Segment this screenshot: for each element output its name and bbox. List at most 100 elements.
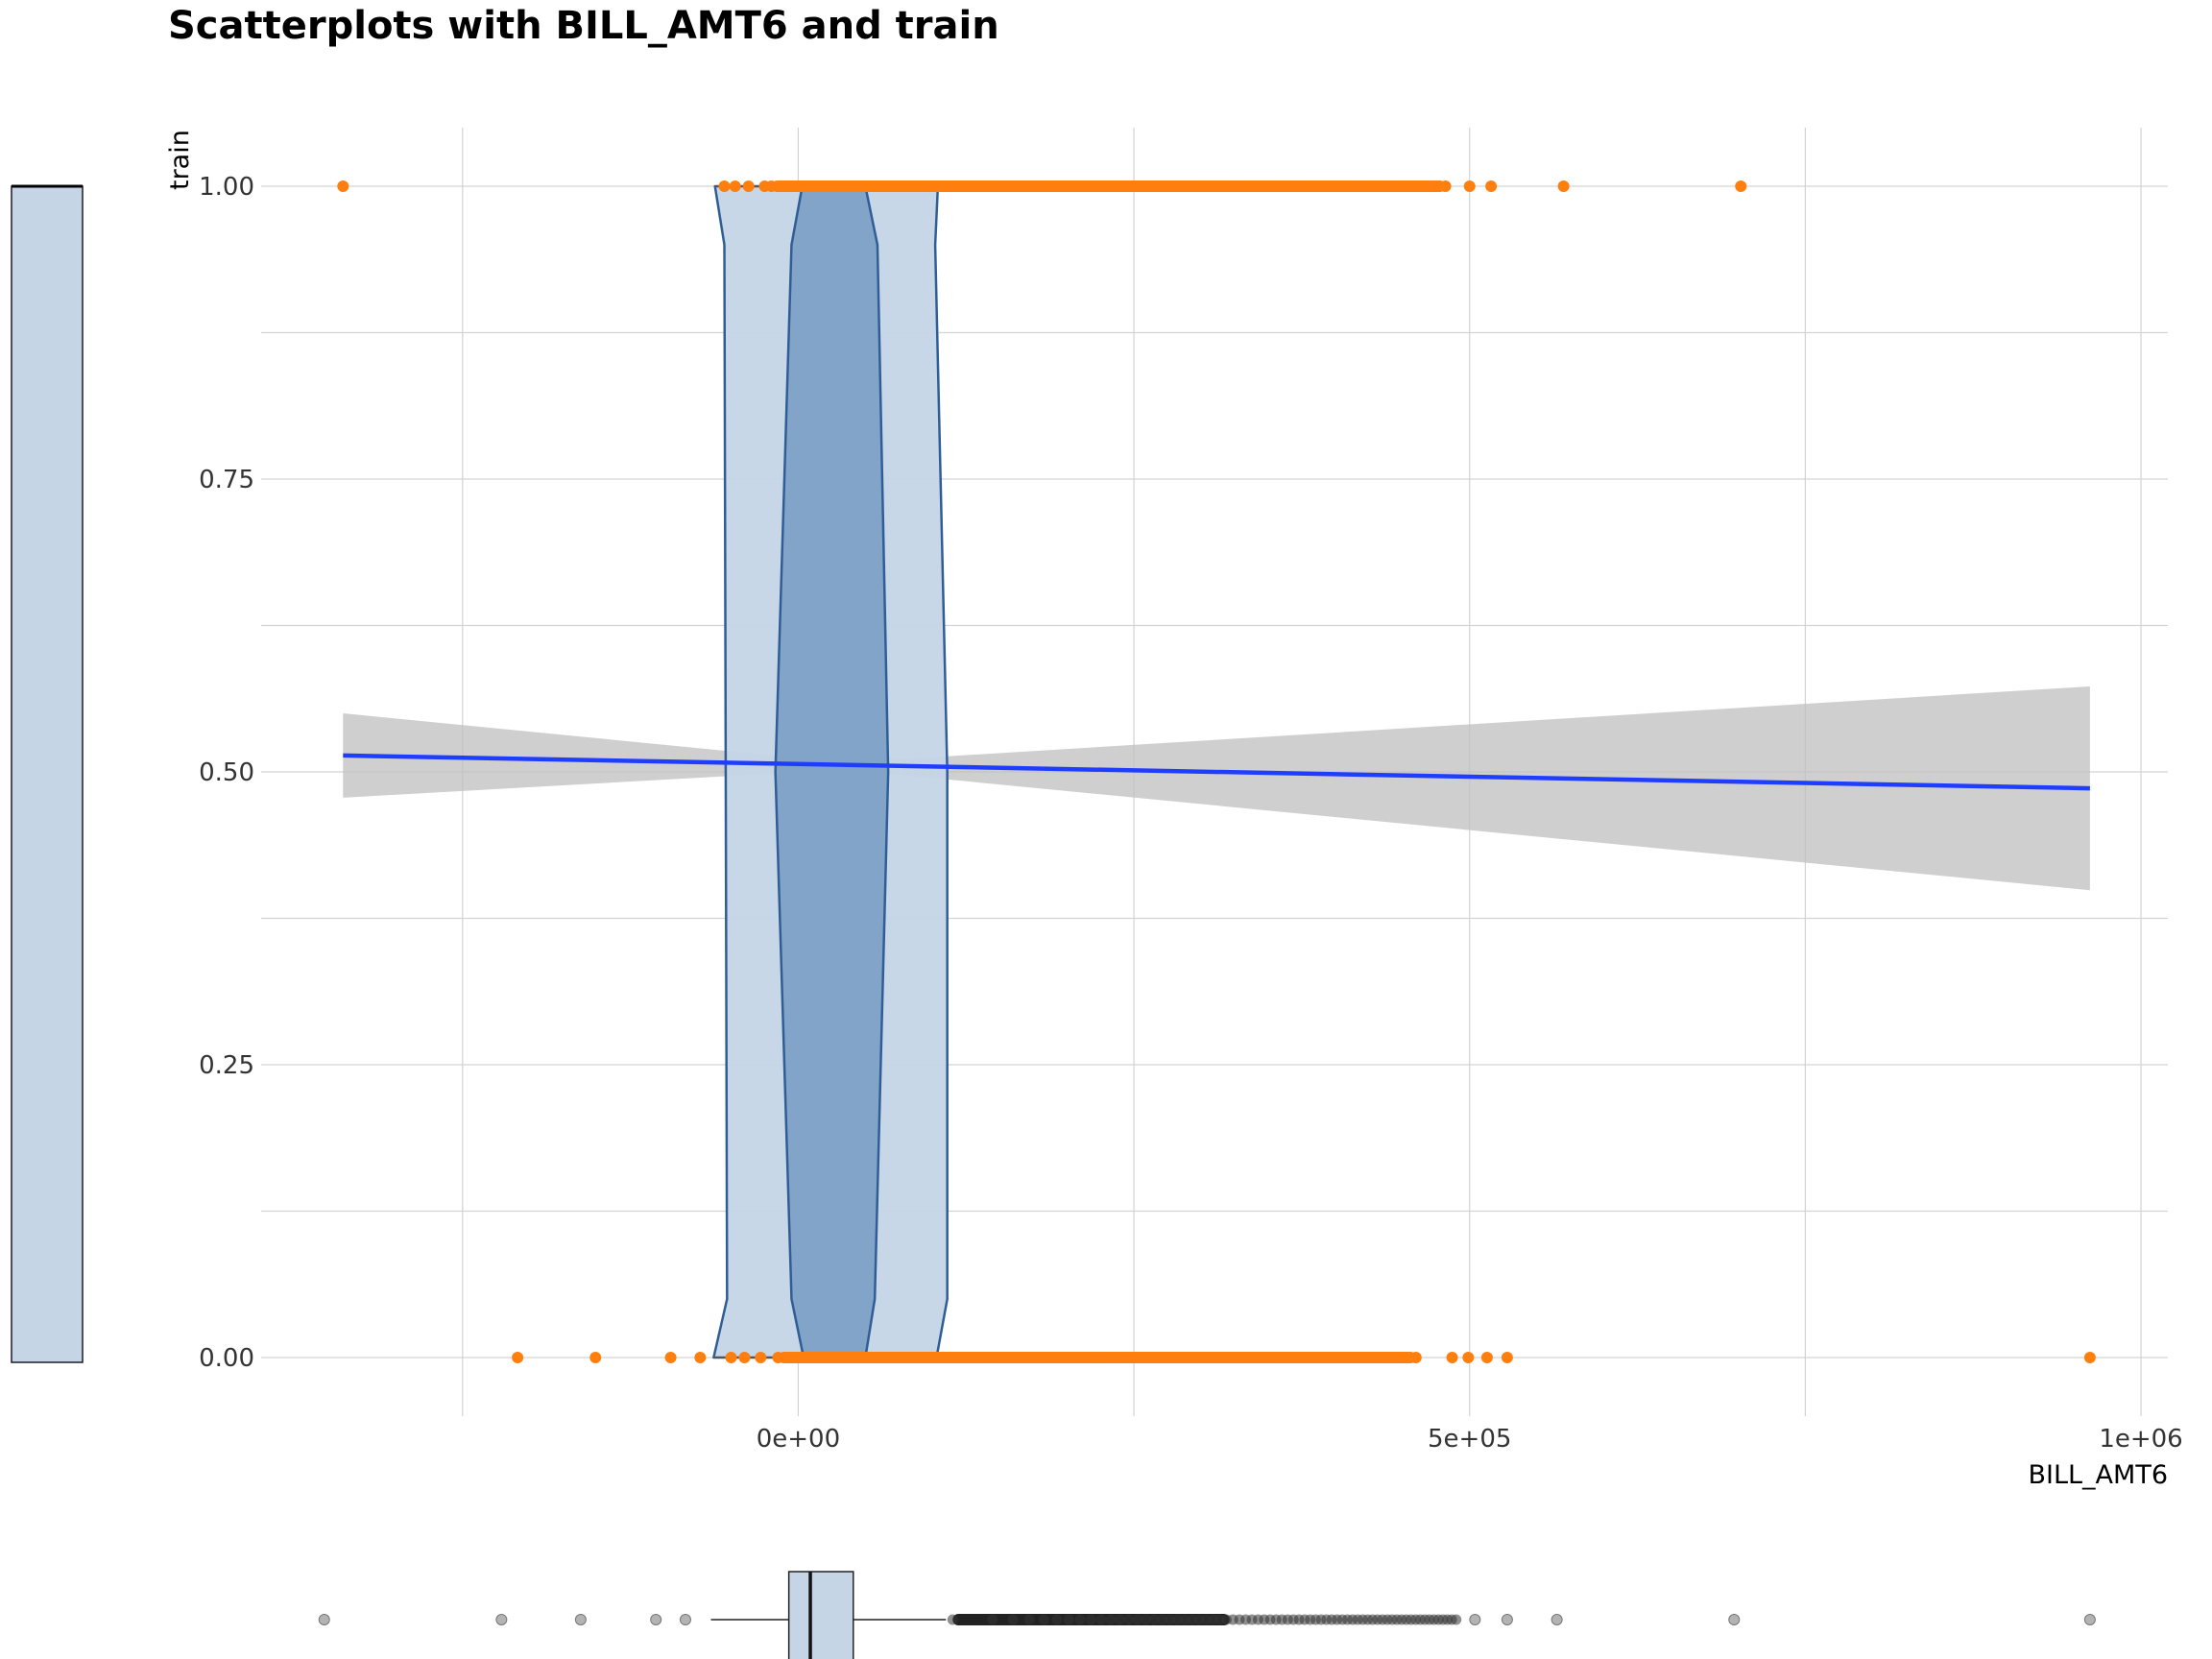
scatter-point: [1195, 1352, 1208, 1363]
violin-inner: [774, 184, 890, 1359]
scatter-point: [1094, 1352, 1106, 1363]
y-tick-label: 0.75: [199, 466, 254, 494]
scatter-point: [1061, 1352, 1073, 1363]
boxplot-outlier: [1007, 1614, 1019, 1625]
scatter-point: [839, 1352, 852, 1363]
scatter-point: [772, 1352, 784, 1363]
scatter-point: [1255, 180, 1267, 192]
scatter-point: [1147, 180, 1160, 192]
scatter-point: [1176, 180, 1189, 192]
scatter-point: [1462, 1352, 1475, 1363]
scatter-point: [512, 1352, 524, 1363]
y-tick-label: 0.50: [199, 758, 254, 787]
boxplot-outlier: [574, 1614, 587, 1625]
boxplot-outlier: [1728, 1614, 1741, 1625]
regression-line: [343, 753, 2090, 791]
scatter-point: [998, 1352, 1011, 1363]
scatter-point: [1019, 180, 1031, 192]
boxplot-outlier: [1023, 1614, 1035, 1625]
scatter-point: [1262, 180, 1275, 192]
scatter-point: [1186, 180, 1198, 192]
chart-title: Scatterplots with BILL_AMT6 and train: [168, 4, 999, 48]
scatter-point: [1046, 180, 1058, 192]
scatter-point: [1083, 180, 1095, 192]
scatter-point: [1070, 180, 1083, 192]
scatter-point: [1230, 180, 1242, 192]
boxplot-outlier: [1063, 1614, 1074, 1625]
confidence-band-area: [343, 685, 2090, 891]
scatter-point: [742, 180, 755, 192]
boxplot-outlier: [1074, 1614, 1086, 1625]
x-axis-label: BILL_AMT6: [2028, 1460, 2168, 1490]
boxplot-outlier: [1156, 1614, 1167, 1625]
scatter-point: [1142, 1352, 1155, 1363]
boxplot-outlier: [1115, 1614, 1126, 1625]
scatter-point: [1271, 180, 1284, 192]
boxplot-outlier: [1451, 1614, 1462, 1625]
axis-ticks: 0e+00 5e+05 1e+06 0.00 0.25 0.50 0.75 1.00: [199, 173, 2183, 1454]
y-axis-label: train: [165, 130, 195, 190]
scatter-point: [1083, 1352, 1095, 1363]
scatter-point: [2083, 1352, 2096, 1363]
scatter-point: [1049, 1352, 1062, 1363]
scatter-point: [1152, 1352, 1165, 1363]
scatter-point: [1137, 180, 1149, 192]
boxplot-outlier: [1132, 1614, 1143, 1625]
scatter-point: [1094, 180, 1106, 192]
scatter-point: [1409, 1352, 1422, 1363]
scatter-point: [1203, 1352, 1215, 1363]
boxplot-outlier: [1085, 1614, 1096, 1625]
scatter-point: [1072, 1352, 1085, 1363]
boxplot-outlier: [318, 1614, 330, 1625]
scatter-point: [589, 1352, 602, 1363]
x-tick-label: 5e+05: [1428, 1425, 1511, 1454]
scatter-point: [871, 1352, 883, 1363]
boxplot-outlier: [1165, 1614, 1176, 1625]
scatter-point: [1501, 1352, 1513, 1363]
scatter-point: [664, 1352, 677, 1363]
y-tick-label: 0.25: [199, 1051, 254, 1080]
marginal-bar: [11, 185, 84, 1363]
boxplot-outlier: [1469, 1614, 1481, 1625]
boxplot-outlier: [1105, 1614, 1117, 1625]
boxplot-outlier: [650, 1614, 662, 1625]
scatter-point: [1221, 180, 1234, 192]
scatter-point: [917, 1352, 929, 1363]
scatter-point: [1485, 180, 1498, 192]
scatter-point: [919, 180, 931, 192]
scatter-point: [1446, 1352, 1458, 1363]
scatter-point: [1219, 1352, 1232, 1363]
scatter-point: [718, 180, 731, 192]
scatter-point: [729, 180, 741, 192]
scatter-point: [725, 1352, 737, 1363]
boxplot-outlier: [987, 1614, 998, 1625]
scatter-point: [694, 1352, 707, 1363]
boxplot-outlier: [1051, 1614, 1063, 1625]
scatter-point: [1178, 1352, 1190, 1363]
scatter-point: [1212, 1352, 1224, 1363]
marginal-bar-y: [11, 184, 84, 1363]
scatter-point: [970, 1352, 982, 1363]
scatter-point: [1213, 180, 1225, 192]
scatter-point: [1194, 180, 1207, 192]
scatter-point: [957, 180, 970, 192]
scatter-point: [1105, 180, 1118, 192]
scatter-point: [1169, 1352, 1182, 1363]
boxplot-outlier: [679, 1614, 691, 1625]
scatter-point: [896, 180, 908, 192]
boxplot-outlier: [495, 1614, 508, 1625]
scatter-point: [1166, 180, 1179, 192]
x-tick-label: 1e+06: [2099, 1425, 2182, 1454]
boxplot-outlier: [1123, 1614, 1135, 1625]
scatter-point: [837, 180, 850, 192]
boxplot-outlier: [2083, 1614, 2096, 1625]
scatter-point: [758, 180, 771, 192]
scatter-point: [1157, 180, 1169, 192]
scatter-point: [1735, 180, 1747, 192]
scatter-point: [939, 180, 951, 192]
boxplot-outlier: [1095, 1614, 1107, 1625]
scatter-point: [1012, 1352, 1024, 1363]
scatter-point: [1114, 1352, 1126, 1363]
scatter-point: [337, 180, 349, 192]
